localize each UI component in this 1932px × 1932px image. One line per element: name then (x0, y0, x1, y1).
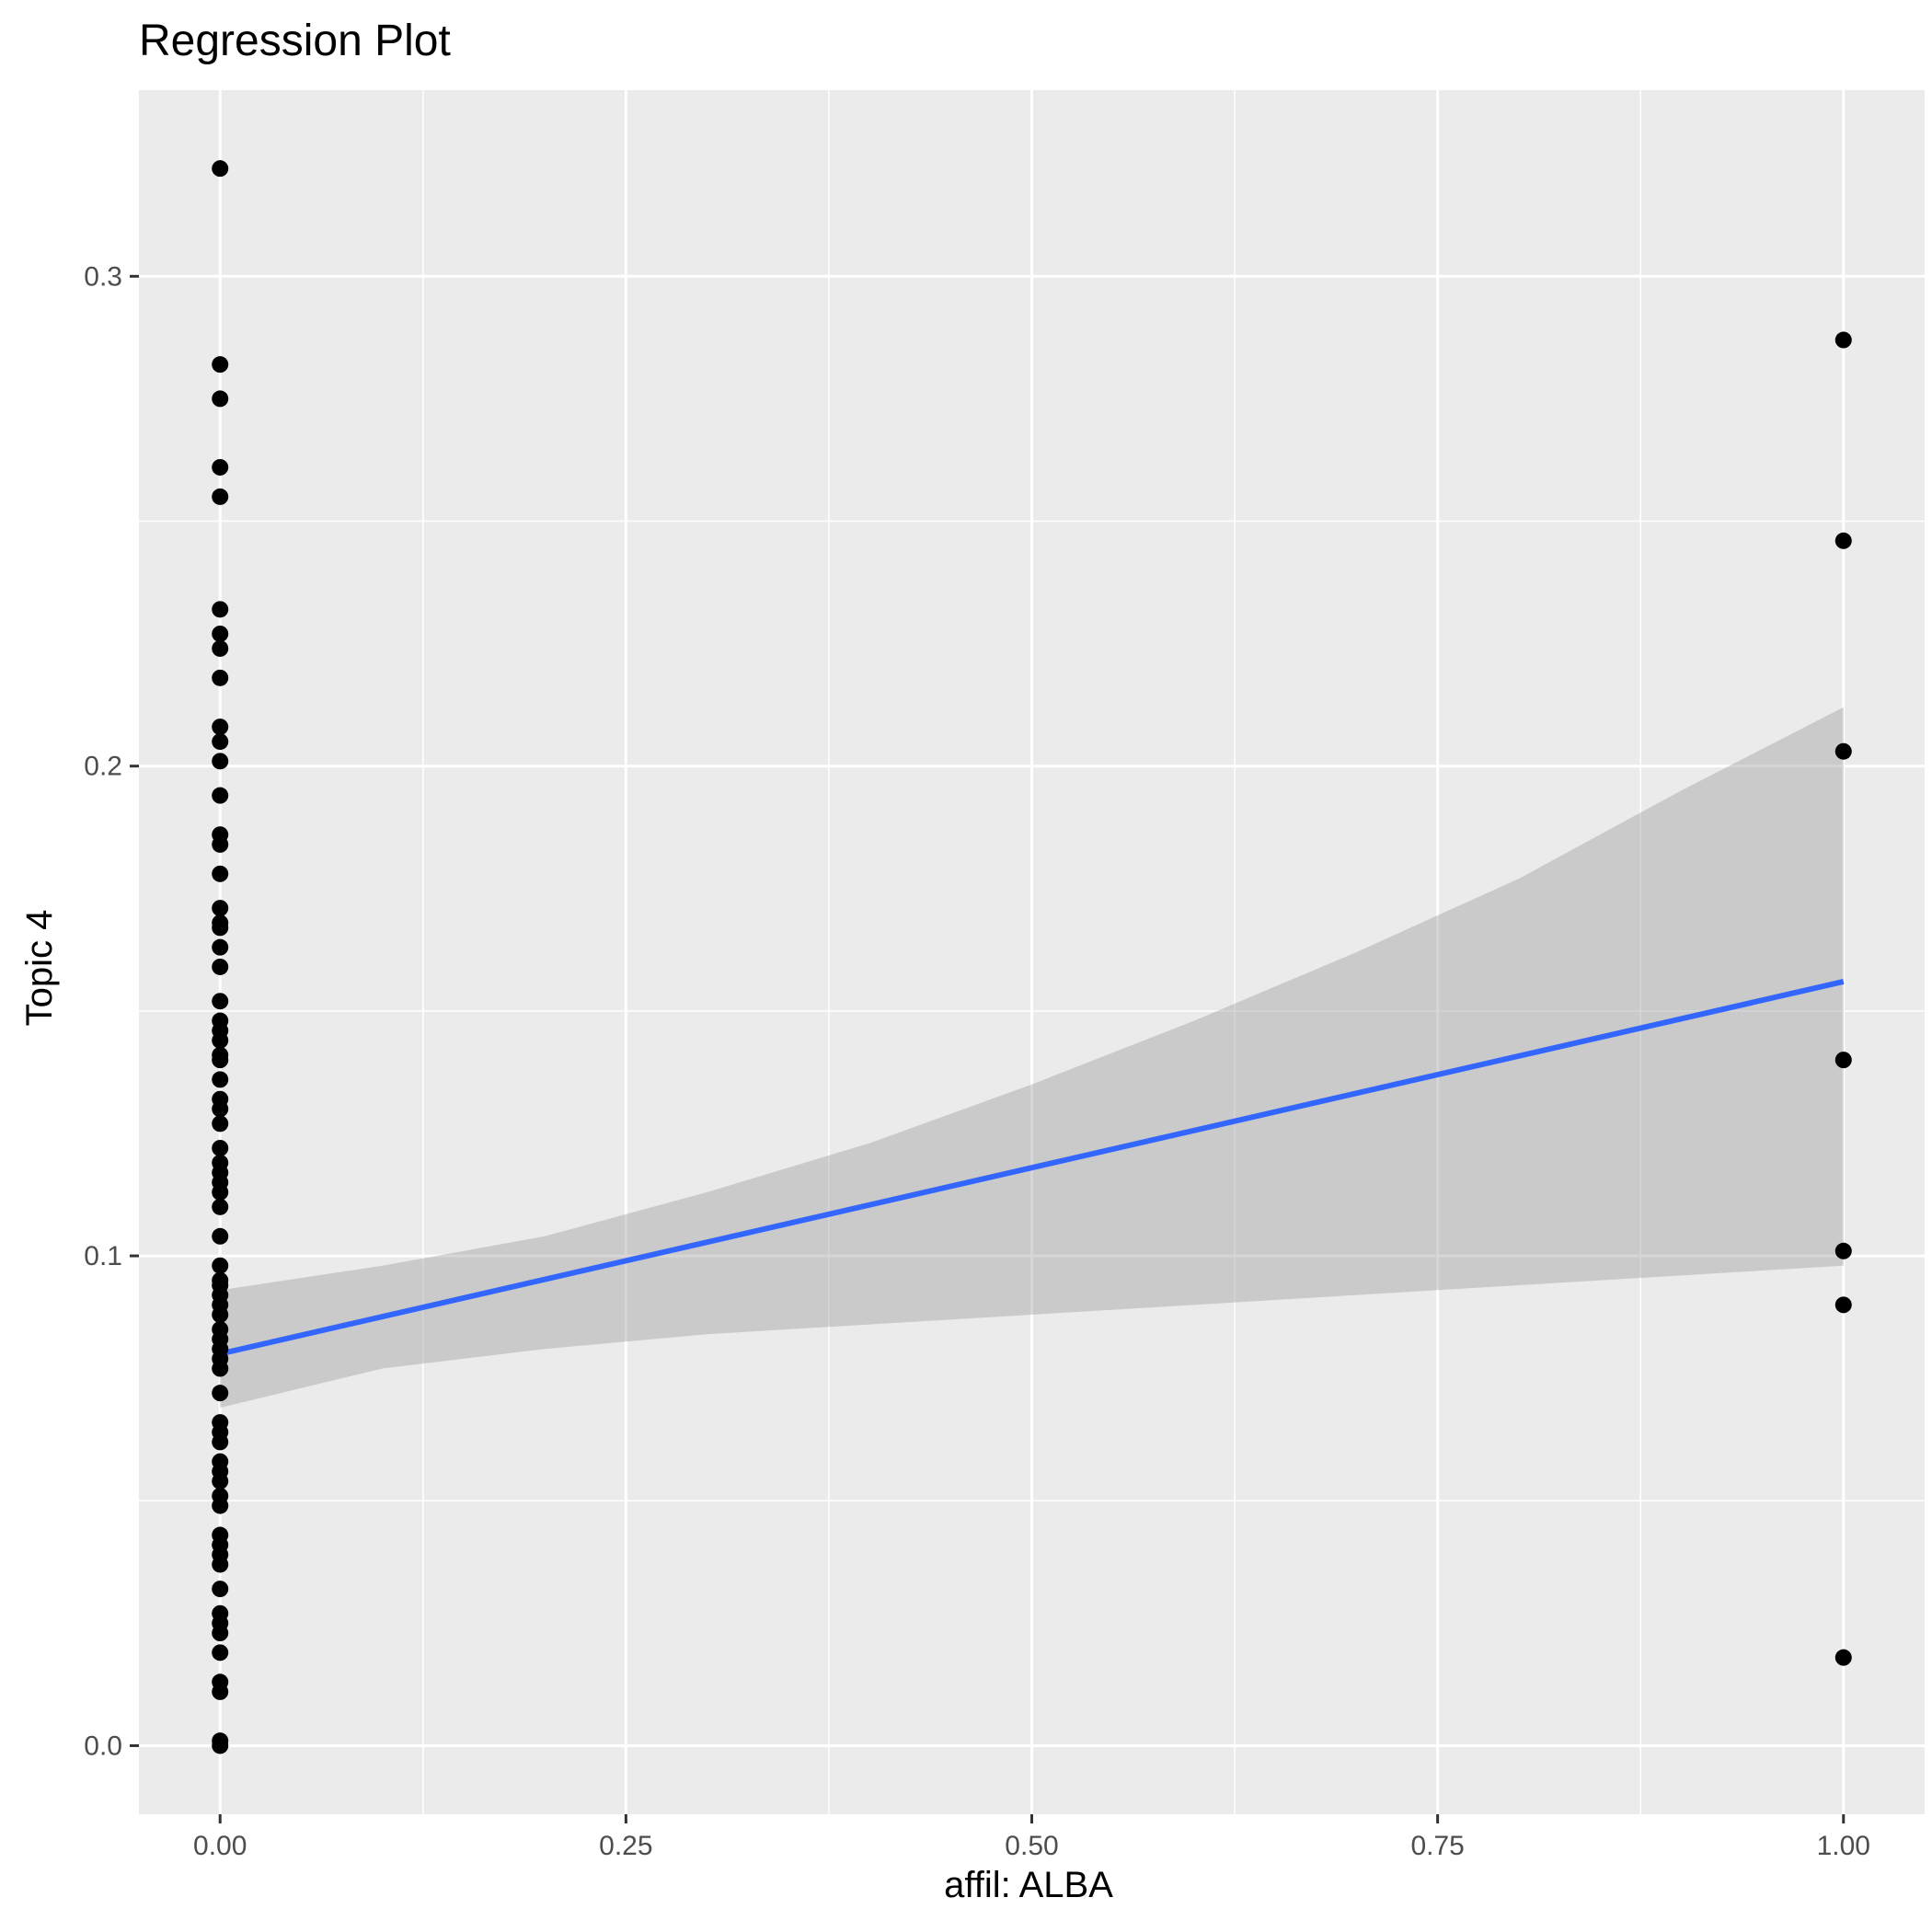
data-point (212, 458, 229, 476)
data-point (212, 1360, 229, 1377)
data-point (212, 1115, 229, 1133)
data-point (212, 1433, 229, 1451)
x-tick-label: 0.25 (599, 1831, 652, 1861)
data-point (1834, 1242, 1852, 1259)
data-point (212, 625, 229, 642)
x-tick-label: 0.50 (1005, 1831, 1058, 1861)
data-points (212, 160, 1852, 1754)
data-point (212, 1737, 229, 1754)
data-point (212, 1052, 229, 1069)
data-point (212, 488, 229, 505)
data-point (212, 787, 229, 804)
data-point (212, 1497, 229, 1514)
data-point (212, 1031, 229, 1049)
data-point (1834, 742, 1852, 760)
data-point (1834, 1052, 1852, 1069)
data-point (212, 1385, 229, 1402)
data-point (1834, 1649, 1852, 1666)
data-point (212, 356, 229, 374)
data-point (212, 900, 229, 917)
confidence-band (220, 707, 1844, 1409)
data-point (212, 1581, 229, 1598)
data-point (212, 390, 229, 408)
y-tick-label: 0.0 (84, 1731, 122, 1761)
x-tick-label: 0.00 (193, 1831, 247, 1861)
x-axis: 0.00 0.25 0.50 0.75 1.00 (193, 1814, 1870, 1861)
data-point (212, 160, 229, 178)
data-point (212, 1100, 229, 1118)
data-point (212, 1305, 229, 1323)
data-point (212, 733, 229, 751)
y-tick-label: 0.1 (84, 1241, 122, 1271)
data-point (212, 958, 229, 975)
regression-line (219, 979, 1845, 1357)
regression-line-layer (219, 979, 1845, 1357)
y-axis-title: Topic 4 (19, 910, 60, 1027)
data-point (1834, 331, 1852, 349)
data-point (212, 719, 229, 736)
data-point (212, 1183, 229, 1201)
data-point (212, 1227, 229, 1245)
y-tick-label: 0.2 (84, 752, 122, 782)
data-point (212, 938, 229, 956)
data-point (212, 753, 229, 770)
x-tick-label: 1.00 (1817, 1831, 1870, 1861)
data-point (212, 865, 229, 882)
data-point (212, 1139, 229, 1156)
data-point (212, 1644, 229, 1662)
data-point (212, 919, 229, 937)
data-point (212, 1625, 229, 1642)
data-point (212, 669, 229, 686)
data-point (1834, 1296, 1852, 1314)
data-point (212, 1472, 229, 1489)
data-point (212, 1257, 229, 1274)
data-point (212, 993, 229, 1010)
data-point (212, 1683, 229, 1700)
x-tick-label: 0.75 (1410, 1831, 1464, 1861)
data-point (212, 639, 229, 657)
data-point (212, 1556, 229, 1573)
confidence-band-layer (220, 707, 1844, 1409)
data-point (212, 1071, 229, 1088)
chart-title: Regression Plot (139, 17, 451, 65)
data-point (212, 1198, 229, 1215)
y-tick-label: 0.3 (84, 261, 122, 292)
x-axis-title: affil: ALBA (944, 1865, 1113, 1905)
data-point (212, 835, 229, 853)
data-point (212, 601, 229, 618)
data-point (1834, 532, 1852, 549)
y-axis: 0.0 0.1 0.2 0.3 (84, 261, 139, 1761)
